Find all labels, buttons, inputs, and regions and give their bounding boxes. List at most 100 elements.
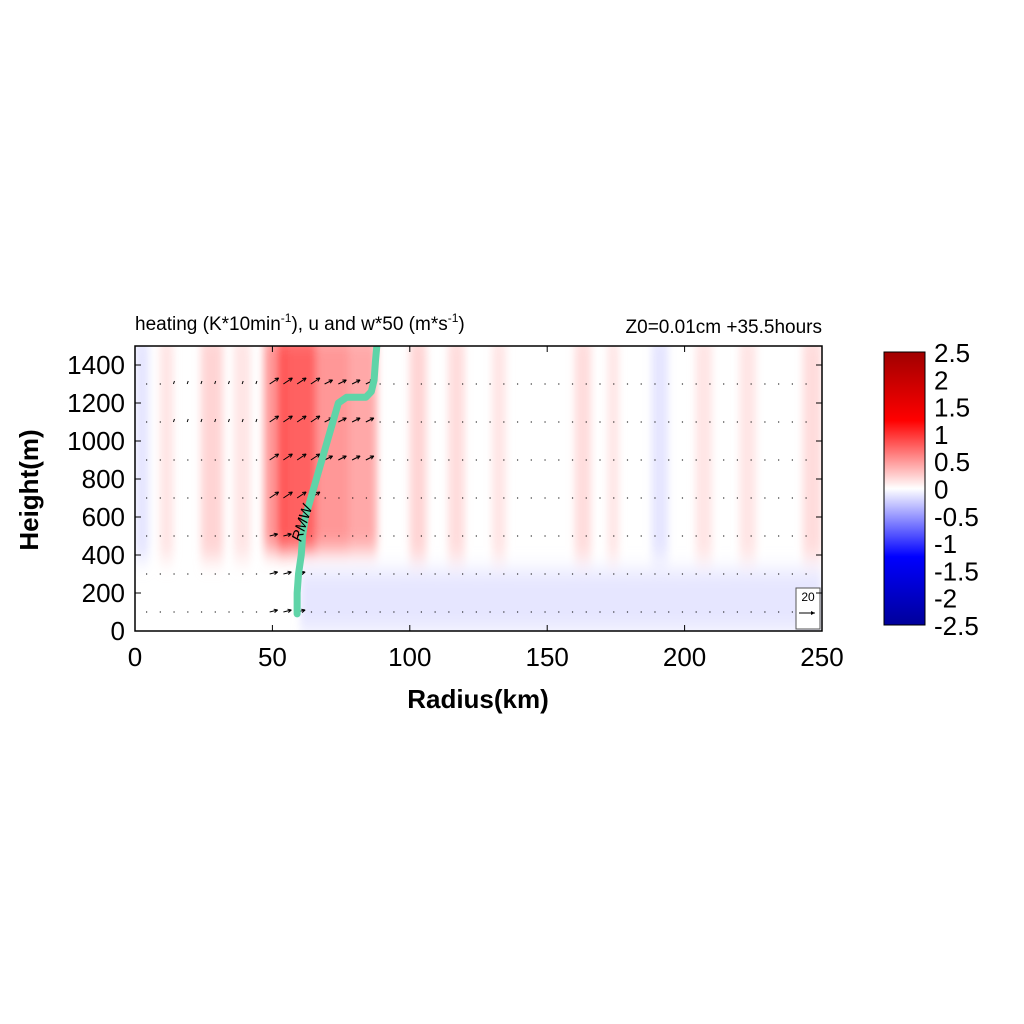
y-axis-title: Height(m)	[14, 429, 44, 550]
y-tick-label: 1000	[67, 426, 125, 456]
title-part-2: ), u and w*50 (m*s	[291, 314, 447, 335]
heating-column	[492, 346, 506, 559]
heating-column	[135, 346, 149, 559]
wind-vector	[227, 380, 230, 385]
colorbar-label: -0.5	[934, 502, 979, 532]
chart-title: heating (K*10min-1), u and w*50 (m*s-1) …	[135, 311, 822, 338]
wind-vector	[296, 377, 307, 385]
heating-field	[135, 346, 822, 631]
heating-column	[277, 346, 317, 552]
y-tick-label: 800	[82, 464, 125, 494]
reference-vector-box: 20	[795, 587, 821, 630]
plot-frame	[134, 345, 823, 632]
colorbar-label: -2.5	[934, 611, 979, 641]
colorbar: 2.521.510.50-0.5-1-1.5-2-2.5	[883, 338, 979, 641]
heating-column	[200, 346, 223, 559]
y-axis: 0 200 400 600 800 1000 1200 1400	[67, 350, 822, 646]
wind-vector	[200, 418, 203, 423]
wind-vector	[283, 377, 293, 385]
wind-vector	[269, 532, 278, 537]
heating-column	[695, 346, 713, 559]
wind-vector	[351, 417, 361, 423]
y-tick-label: 1200	[67, 388, 125, 418]
heating-column	[448, 346, 465, 559]
wind-vector	[283, 608, 292, 613]
wind-vector	[214, 380, 217, 385]
wind-vector	[172, 418, 175, 423]
y-tick-label: 0	[111, 616, 125, 646]
reference-vector-label: 20	[801, 590, 815, 604]
wind-vector	[269, 415, 280, 423]
x-axis: 0 50 100 150 200 250	[128, 346, 844, 672]
x-tick-label: 200	[663, 642, 706, 672]
x-tick-label: 0	[128, 642, 142, 672]
wind-vector	[338, 379, 347, 385]
colorbar-label: 0	[934, 475, 948, 505]
heating-cooling-band	[299, 570, 822, 631]
wind-vector	[255, 380, 258, 385]
wind-vector	[283, 491, 293, 499]
heating-column	[409, 346, 427, 559]
heating-column	[233, 346, 251, 559]
y-tick-label: 1400	[67, 350, 125, 380]
title-part-1: heating (K*10min	[135, 314, 281, 335]
wind-vector	[186, 418, 189, 423]
colorbar-label: 2	[934, 365, 948, 395]
x-tick-label: 150	[526, 642, 569, 672]
wind-vector	[283, 570, 292, 575]
wind-vector	[269, 491, 280, 499]
wind-vector	[200, 380, 203, 385]
wind-vector	[310, 453, 321, 461]
colorbar-label: -1	[934, 529, 957, 559]
heating-column	[739, 346, 757, 559]
wind-vector	[269, 377, 280, 385]
wind-vector	[269, 608, 278, 613]
wind-vector	[310, 415, 321, 423]
heating-column	[607, 346, 619, 559]
colorbar-label: 0.5	[934, 447, 970, 477]
wind-vector	[172, 380, 175, 385]
wind-vector	[269, 453, 280, 461]
y-tick-label: 600	[82, 502, 125, 532]
chart-subtitle: Z0=0.01cm +35.5hours	[626, 317, 822, 338]
wind-vector	[283, 532, 292, 537]
colorbar-labels: 2.521.510.50-0.5-1-1.5-2-2.5	[934, 338, 979, 641]
title-superscript-1: -1	[281, 311, 292, 325]
colorbar-label: 1.5	[934, 393, 970, 423]
wind-vector	[186, 380, 189, 385]
colorbar-label: -1.5	[934, 556, 979, 586]
wind-vector	[310, 377, 321, 385]
wind-vector	[214, 418, 217, 423]
wind-vector	[296, 453, 307, 461]
title-part-3: )	[458, 314, 464, 335]
x-axis-title: Radius(km)	[407, 684, 549, 714]
wind-vector	[338, 455, 347, 461]
y-tick-label: 200	[82, 578, 125, 608]
colorbar-label: 2.5	[934, 338, 970, 368]
colorbar-label: 1	[934, 420, 948, 450]
wind-vector	[296, 491, 307, 499]
wind-vector	[351, 379, 361, 385]
wind-vector	[241, 380, 244, 385]
wind-vector	[365, 417, 375, 423]
colorbar-label: -2	[934, 584, 957, 614]
heating-column	[159, 346, 174, 559]
wind-vector	[338, 417, 347, 423]
wind-vector	[324, 455, 334, 461]
heating-column	[574, 346, 592, 559]
wind-vector	[255, 418, 258, 423]
x-tick-label: 250	[800, 642, 843, 672]
heating-column	[651, 346, 669, 559]
heating-column	[316, 346, 350, 552]
wind-vector	[269, 570, 278, 575]
x-tick-label: 100	[388, 642, 431, 672]
x-tick-label: 50	[258, 642, 287, 672]
wind-vector	[351, 455, 361, 461]
wind-vector	[296, 415, 307, 423]
wind-vector	[241, 418, 244, 423]
y-tick-label: 400	[82, 540, 125, 570]
wind-vector	[283, 453, 293, 461]
svg-text:heating (K*10min-1), u and w*5: heating (K*10min-1), u and w*50 (m*s-1)	[135, 311, 465, 335]
wind-vector	[227, 418, 230, 423]
